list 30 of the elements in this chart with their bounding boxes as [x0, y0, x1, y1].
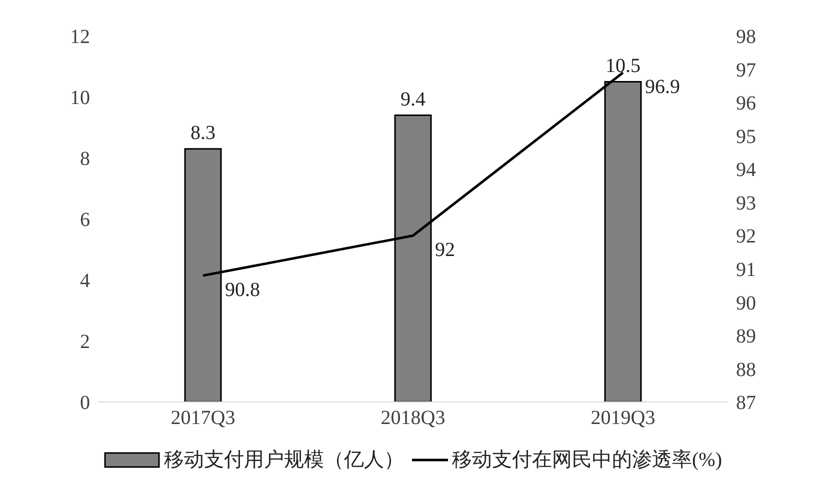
data-label: 9.4: [400, 88, 426, 110]
y-tick-label: 0: [80, 392, 90, 414]
y2-tick-label: 87: [736, 392, 756, 414]
y2-tick-label: 97: [736, 59, 756, 82]
y-tick-label: 10: [70, 87, 90, 110]
y2-tick-label: 93: [736, 192, 756, 214]
y2-tick-label: 98: [736, 26, 756, 48]
y-tick-label: 8: [80, 148, 90, 170]
y-tick-label: 12: [70, 26, 90, 48]
data-label: 92: [435, 239, 455, 262]
y2-tick-label: 91: [736, 259, 756, 282]
x-tick-label: 2017Q3: [170, 407, 236, 430]
legend-label: 移动支付用户规模（亿人）: [164, 448, 404, 473]
y2-tick-label: 90: [736, 292, 756, 314]
data-label: 90.8: [225, 279, 260, 302]
data-label: 96.9: [645, 76, 680, 98]
x-tick-label: 2019Q3: [590, 407, 656, 430]
y2-tick-label: 88: [736, 358, 756, 381]
x-tick-label: 2018Q3: [380, 407, 446, 430]
y2-tick-label: 96: [736, 92, 756, 115]
data-label: 8.3: [190, 122, 216, 144]
y-tick-label: 2: [80, 331, 90, 354]
y-tick-label: 6: [80, 209, 90, 232]
y2-tick-label: 89: [736, 326, 756, 348]
legend-label: 移动支付在网民中的渗透率(%): [452, 448, 722, 473]
y-tick-label: 4: [80, 270, 90, 292]
y2-tick-label: 95: [736, 126, 756, 148]
data-label: 10.5: [606, 54, 640, 77]
y2-tick-label: 92: [736, 226, 756, 248]
y2-tick-label: 94: [736, 159, 756, 182]
